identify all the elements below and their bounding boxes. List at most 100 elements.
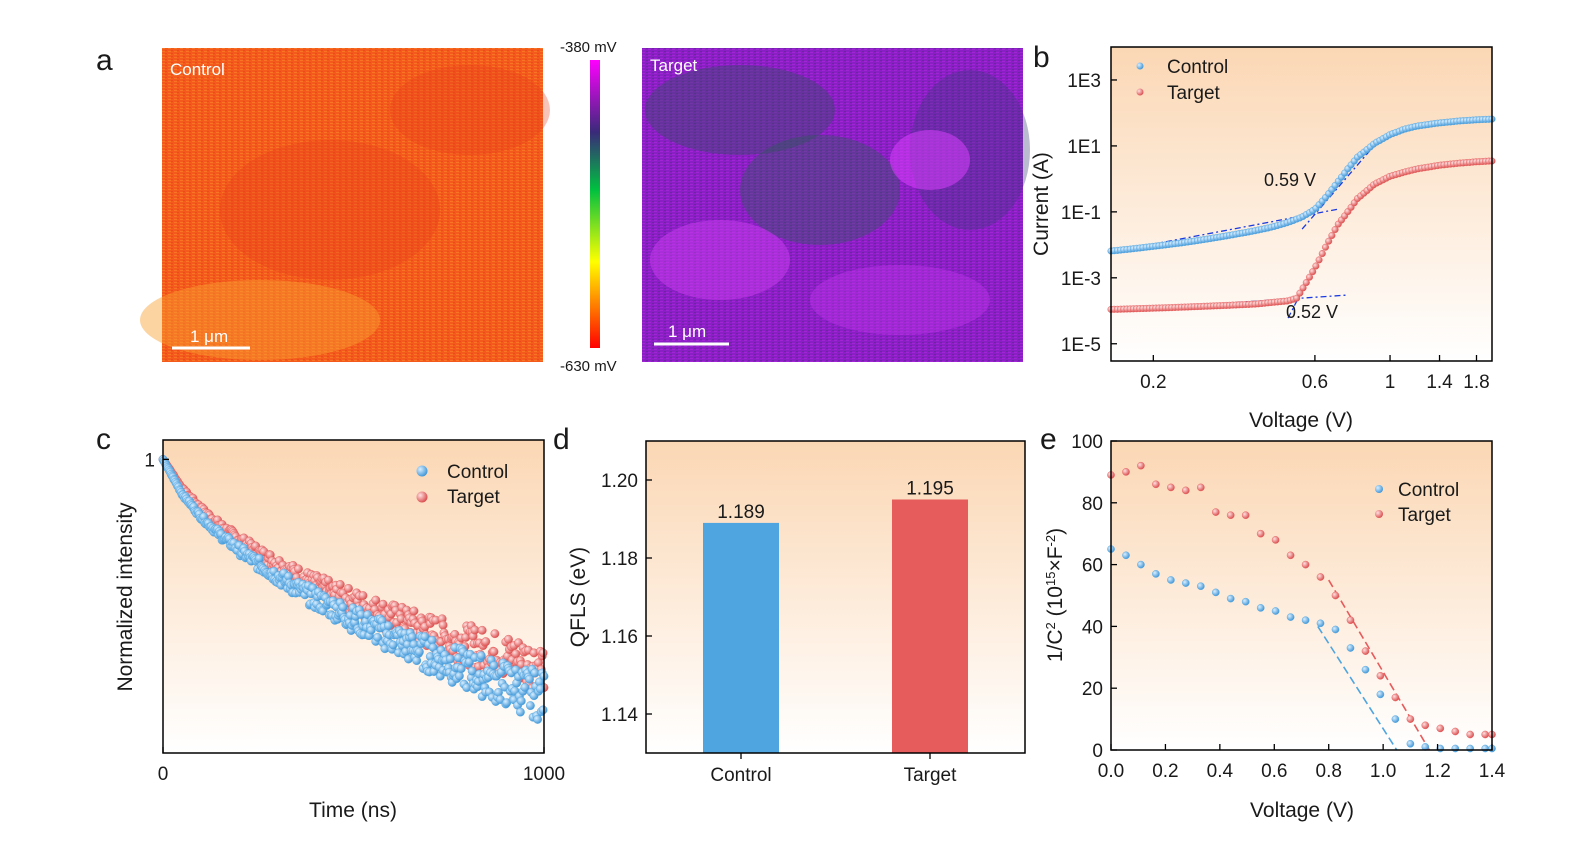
fit-line-b-1-1 bbox=[1287, 228, 1334, 319]
data-point-target bbox=[1256, 529, 1265, 538]
data-point-target bbox=[1328, 231, 1336, 239]
x-tick-label-b: 0.2 bbox=[1140, 372, 1166, 393]
plot-area-e bbox=[1111, 441, 1492, 750]
legend-marker-target-c bbox=[416, 491, 428, 503]
data-point-control bbox=[1361, 665, 1370, 674]
x-tick-label-b: 0.6 bbox=[1302, 372, 1328, 393]
x-tick-label-e: 1.4 bbox=[1479, 761, 1506, 782]
data-point-target bbox=[1321, 243, 1329, 251]
data-point-control bbox=[1286, 613, 1295, 621]
y-axis-title-e-part-2: 2 bbox=[1043, 622, 1058, 629]
legend-label-target-c: Target bbox=[447, 487, 501, 508]
y-tick-label-b: 1E-3 bbox=[1061, 269, 1101, 290]
data-point-target bbox=[378, 599, 388, 609]
target-map-dark-patch bbox=[645, 65, 835, 155]
data-point-target bbox=[358, 591, 368, 600]
bar-target bbox=[892, 499, 968, 753]
y-tick-label-b: 1E-5 bbox=[1061, 335, 1101, 356]
target-map-image bbox=[642, 48, 1023, 362]
legend-c: Control Target bbox=[416, 462, 508, 508]
data-point-target bbox=[1406, 715, 1415, 723]
fit-line-b-1-0 bbox=[1110, 294, 1348, 312]
x-tick-label-e: 0.4 bbox=[1207, 761, 1234, 782]
colorbar-top-label: -380 mV bbox=[560, 39, 617, 56]
y-axis-title-e-part-3: (10 bbox=[1044, 586, 1067, 622]
plot-frame-e bbox=[1110, 440, 1493, 751]
data-point-control bbox=[1391, 715, 1400, 723]
y-tick-label-e: 40 bbox=[1082, 617, 1103, 638]
data-point-control bbox=[1182, 579, 1190, 587]
data-point-target bbox=[1152, 480, 1160, 489]
bar-value-label-target: 1.195 bbox=[906, 479, 954, 500]
legend-marker-control-b bbox=[1136, 62, 1144, 70]
data-point-target bbox=[538, 648, 548, 658]
data-point-target bbox=[294, 564, 303, 574]
data-point-control bbox=[1301, 616, 1310, 625]
data-point-target bbox=[1296, 289, 1304, 297]
target-map-dark-patch-3 bbox=[910, 70, 1030, 230]
data-point-control bbox=[254, 554, 264, 563]
data-point-target bbox=[1391, 693, 1400, 702]
data-point-target bbox=[1137, 461, 1145, 470]
legend-b: Control Target bbox=[1136, 57, 1228, 104]
data-point-target bbox=[1376, 672, 1385, 680]
x-tick-label-control: Control bbox=[710, 765, 771, 786]
fit-line-e-0 bbox=[1317, 625, 1398, 751]
y-tick-label-e: 20 bbox=[1082, 679, 1103, 700]
data-point-control bbox=[1226, 594, 1235, 603]
data-point-target bbox=[1346, 616, 1355, 625]
target-map-bright-patch bbox=[890, 130, 970, 190]
data-points-b bbox=[1107, 115, 1496, 313]
data-point-control bbox=[427, 635, 437, 645]
data-point-target bbox=[481, 637, 491, 646]
y-axis-title-e-part-5: ×F bbox=[1044, 546, 1067, 571]
y-tick-label-d: 1.14 bbox=[601, 705, 638, 726]
data-point-control bbox=[454, 671, 464, 681]
y-axis-title-e-part-7: ) bbox=[1044, 528, 1067, 535]
data-point-target bbox=[1293, 294, 1301, 302]
data-point-target bbox=[477, 625, 487, 635]
control-map-dark-patch bbox=[220, 140, 440, 280]
legend-label-control-c: Control bbox=[447, 462, 508, 483]
x-tick-label-e: 0.6 bbox=[1261, 761, 1287, 782]
data-point-target bbox=[409, 606, 419, 616]
y-tick-label-d: 1.18 bbox=[601, 549, 638, 570]
legend-e: Control Target bbox=[1375, 480, 1459, 526]
control-map-image bbox=[162, 48, 543, 362]
legend-label-target-b: Target bbox=[1167, 83, 1221, 104]
target-map-bright-patch-3 bbox=[810, 265, 990, 335]
data-point-control bbox=[1167, 576, 1175, 584]
bar-value-label-control: 1.189 bbox=[717, 502, 765, 523]
data-point-target bbox=[1167, 483, 1175, 492]
y-tick-label-e: 80 bbox=[1082, 494, 1103, 515]
target-scalebar-label: 1 μm bbox=[668, 322, 706, 341]
x-tick-label-c: 1000 bbox=[523, 764, 565, 785]
x-tick-label-target: Target bbox=[904, 765, 958, 786]
data-point-control bbox=[1271, 607, 1280, 615]
data-point-control bbox=[414, 647, 424, 657]
data-point-target bbox=[1302, 279, 1310, 287]
data-point-target bbox=[1331, 226, 1339, 234]
x-tick-label-e: 0.0 bbox=[1098, 761, 1124, 782]
data-point-control bbox=[1331, 625, 1340, 634]
data-point-control bbox=[1212, 588, 1220, 597]
panel-letter-c: c bbox=[96, 423, 111, 456]
x-tick-label-c: 0 bbox=[158, 764, 169, 785]
data-point-control bbox=[1451, 744, 1460, 753]
annotation-052v: 0.52 V bbox=[1286, 302, 1338, 322]
data-point-target bbox=[1305, 273, 1313, 281]
legend-marker-target-e bbox=[1375, 510, 1383, 518]
bars-d: 1.189 1.195 bbox=[703, 479, 968, 753]
legend-marker-target-b bbox=[1136, 88, 1144, 96]
control-kpfm-map: Control 1 μm bbox=[140, 48, 550, 362]
data-points-c bbox=[158, 454, 549, 724]
panel-letter-a: a bbox=[96, 44, 113, 77]
data-point-control bbox=[1406, 740, 1415, 748]
legend-label-control-e: Control bbox=[1398, 480, 1459, 501]
data-point-target bbox=[344, 584, 353, 593]
ticks-b: 0.2 0.6 1 1.4 1.8 1E-5 1E-3 1E-1 1E1 1E3 bbox=[1061, 71, 1490, 393]
y-axis-title-d: QFLS (eV) bbox=[567, 547, 590, 647]
panel-b: b 0.2 0.6 1 1.4 1.8 1E-5 1E-3 1E-1 1E1 1E3 Voltag… bbox=[1030, 41, 1496, 432]
legend-label-target-e: Target bbox=[1398, 505, 1452, 526]
